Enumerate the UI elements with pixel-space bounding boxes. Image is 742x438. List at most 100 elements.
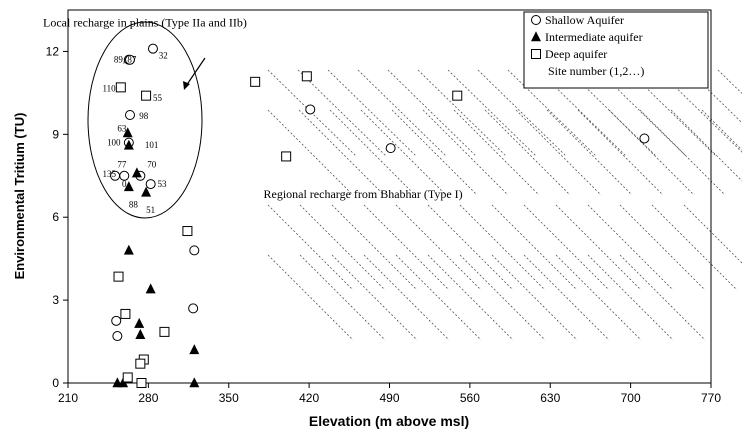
x-tick-label: 280 [138,391,158,405]
site-number-label: 32 [159,50,168,60]
hatch-line [477,69,567,157]
site-number-label: 53 [158,179,168,189]
y-tick-label: 6 [52,210,59,224]
hatch-line [651,204,738,291]
hatch-line [299,204,386,291]
circle-point [125,109,136,120]
hatch-line [298,109,385,196]
circle-point [145,179,156,190]
hatch-line [670,109,742,182]
square-point [281,151,292,162]
square-point [182,226,193,237]
hatch-line [484,109,571,196]
hatch-line [267,204,354,291]
square-point [120,308,131,319]
hatch-line [329,109,416,196]
series-triangle [112,127,200,388]
circle-point [111,315,122,326]
site-number-label: 63 [117,124,127,134]
series-square [113,71,463,388]
hatch-line [267,254,354,341]
hatch-line [555,254,642,341]
hatch-line [577,109,664,196]
legend-label: Shallow Aquifer [545,13,624,27]
x-tick-label: 210 [58,391,78,405]
arrow-shaft [185,57,206,87]
triangle-point [122,127,133,138]
square-point [113,271,124,282]
circle-point [189,245,200,256]
hatch-line [357,69,447,157]
arrow-head [183,81,190,90]
site-number-label: 110 [102,84,116,94]
hatch-line [717,69,742,95]
circle-point [147,43,158,54]
triangle-point [118,377,129,388]
x-tick-label: 630 [540,391,560,405]
hatch-line [619,254,706,341]
triangle-point [135,328,146,339]
hatch-line [363,254,450,341]
hatch-line [491,204,578,291]
legend-label: Deep aquifer [545,47,607,61]
square-point [452,90,463,101]
circle-point [112,331,123,342]
hatch-line [267,109,354,196]
legend-label: Site number (1,2…) [548,64,644,78]
legend-square-icon [531,49,541,59]
site-number-label: 55 [153,93,163,103]
local-recharge-ellipse [87,21,203,219]
site-labels: 89, 87 32 110 55 98 63 100 101 77 70 135 0 53 88 51 [102,50,167,215]
site-number-label: 88 [129,200,139,210]
hatch-line [523,254,610,341]
legend: Shallow Aquifer Intermediate aquifer Deep … [523,11,709,89]
hatch-line [417,69,507,157]
circle-point [125,54,136,65]
hatch-line [701,109,742,151]
square-point [135,358,146,369]
y-axis-ticks: 0 3 6 9 12 [46,44,68,390]
circle-point [639,133,650,144]
site-number-label: 51 [146,205,155,215]
circle-point [305,104,316,115]
triangle-point [134,317,145,328]
site-number-label: 100 [107,137,121,147]
hatch-line [331,254,418,341]
triangle-point [145,283,156,294]
annotation-arrow [183,57,206,90]
triangle-point [189,344,200,355]
hatch-line [299,254,386,341]
hatch-line [395,204,482,291]
circle-point [119,170,130,181]
hatch-line [453,109,540,196]
legend-circle-icon [531,15,541,25]
hatch-line [447,69,537,157]
triangle-point [123,139,134,150]
hatch-line [459,254,546,341]
hatch-line [427,254,514,341]
hatch-line [391,109,478,196]
site-number-label: 101 [145,140,159,150]
y-tick-label: 3 [52,293,59,307]
square-point [159,326,170,337]
triangle-point [123,181,134,192]
x-tick-label: 770 [701,391,721,405]
hatch-line [523,204,610,291]
hatch-line [363,204,450,291]
x-axis-label: Elevation (m above msl) [309,413,469,429]
x-tick-label: 700 [621,391,641,405]
x-tick-label: 420 [299,391,319,405]
annotation-text: Regional recharge from Bhabhar (Type I) [263,187,462,201]
hatch-line [491,254,578,341]
hatch-line [515,109,602,196]
hatch-line [619,204,706,291]
triangle-point [189,377,200,388]
legend-label: Intermediate aquifer [545,30,643,44]
hatch-line [587,254,674,341]
site-number-label: 98 [139,111,149,121]
hatch-line [507,69,597,157]
y-tick-label: 12 [46,44,60,58]
x-tick-label: 350 [219,391,239,405]
square-point [115,82,126,93]
